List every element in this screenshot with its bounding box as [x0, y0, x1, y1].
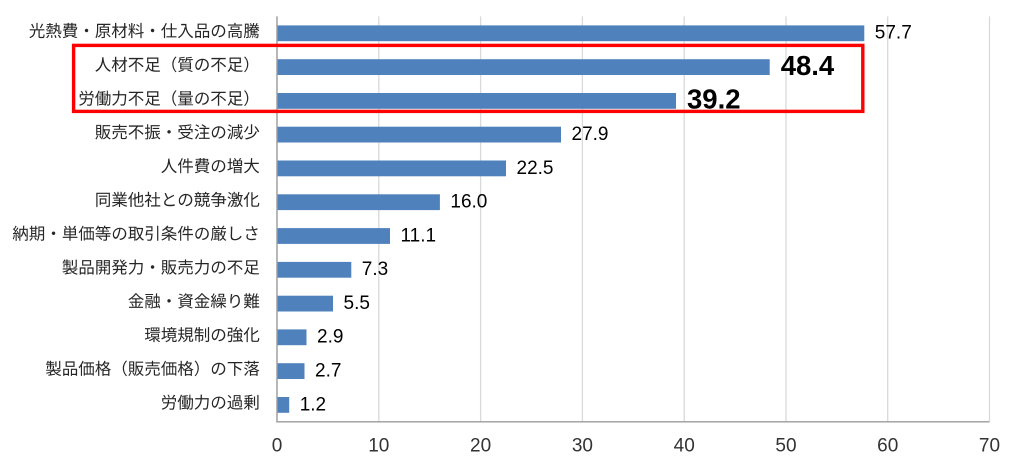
svg-text:10: 10	[368, 436, 389, 457]
svg-text:11.1: 11.1	[401, 225, 437, 246]
svg-text:48.4: 48.4	[781, 50, 835, 81]
svg-text:57.7: 57.7	[875, 23, 912, 44]
svg-text:27.9: 27.9	[572, 124, 609, 145]
svg-text:60: 60	[877, 436, 898, 457]
svg-text:0: 0	[272, 436, 283, 457]
svg-text:7.3: 7.3	[362, 259, 388, 280]
svg-text:70: 70	[979, 436, 1000, 457]
svg-text:39.2: 39.2	[687, 84, 741, 115]
svg-text:16.0: 16.0	[450, 192, 487, 213]
svg-text:50: 50	[775, 436, 796, 457]
svg-text:30: 30	[572, 436, 593, 457]
svg-text:20: 20	[470, 436, 491, 457]
svg-text:22.5: 22.5	[517, 158, 554, 179]
svg-text:2.7: 2.7	[315, 361, 341, 382]
svg-text:1.2: 1.2	[300, 394, 326, 415]
svg-text:5.5: 5.5	[344, 293, 370, 314]
svg-text:2.9: 2.9	[317, 327, 343, 348]
svg-text:40: 40	[674, 436, 695, 457]
